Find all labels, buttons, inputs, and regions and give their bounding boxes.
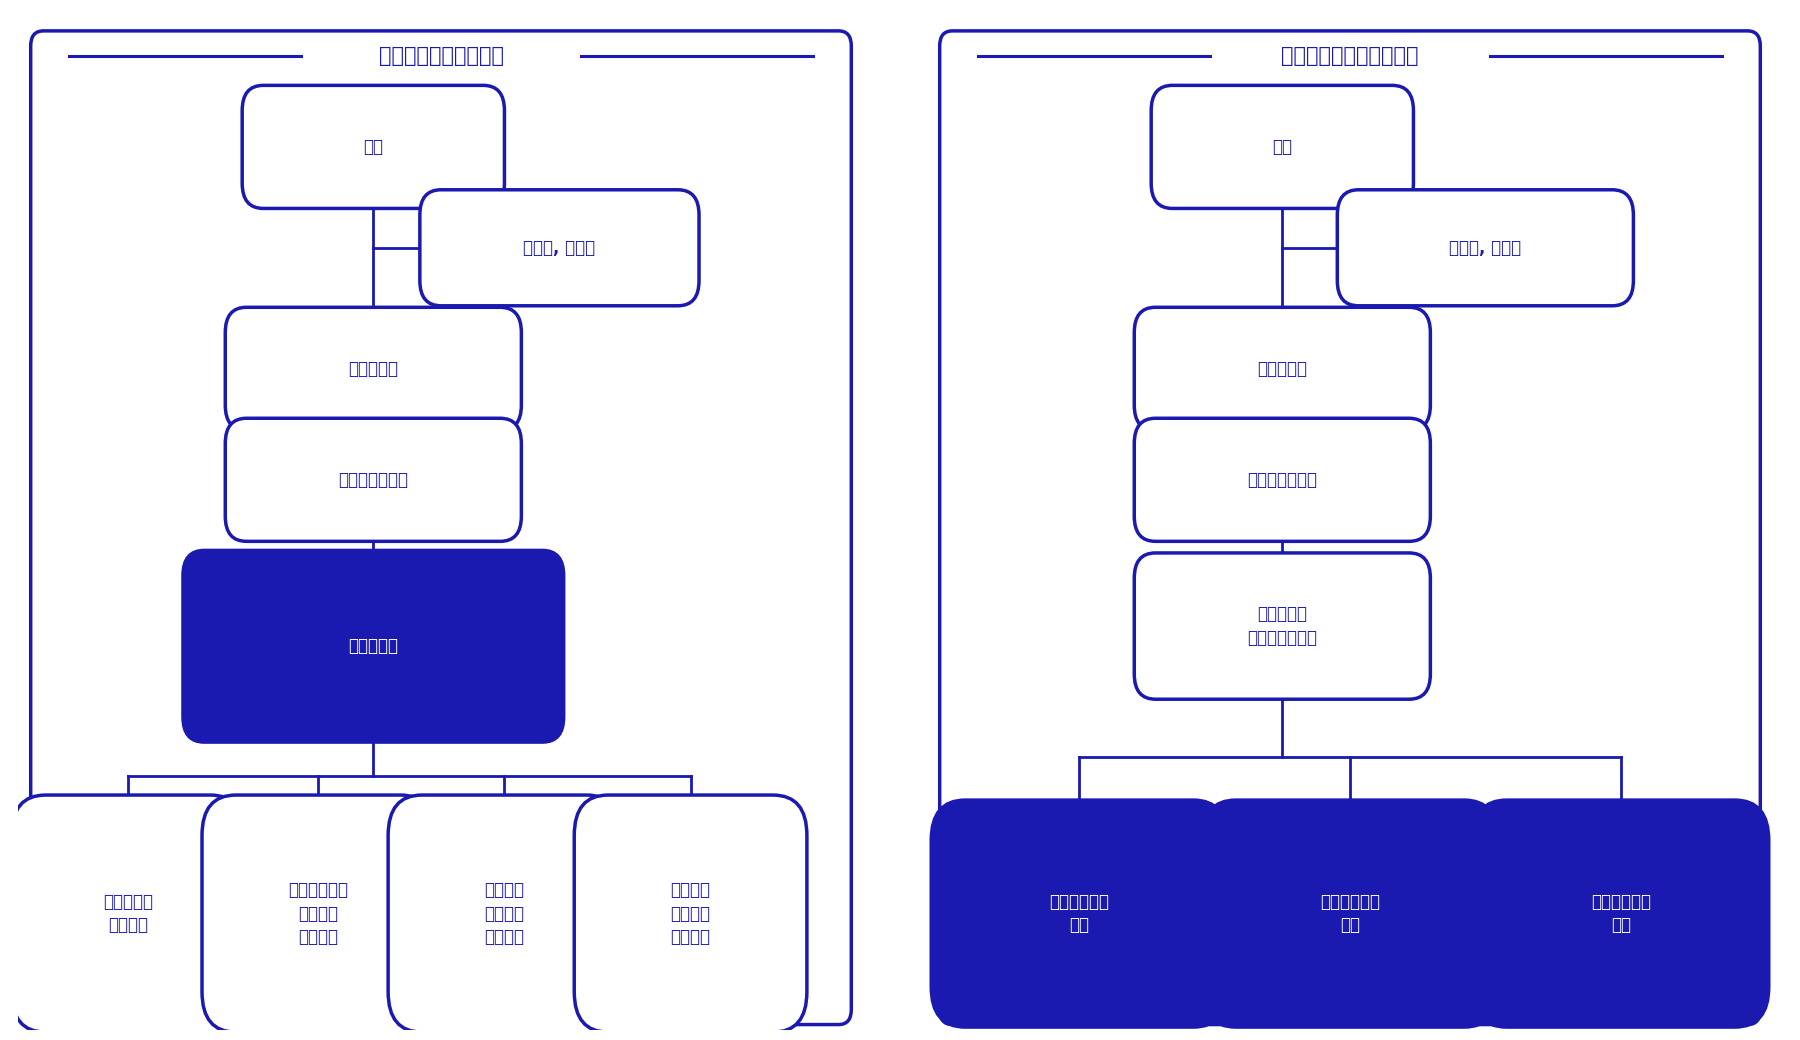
- Text: 経営企画室: 経営企画室: [349, 638, 398, 655]
- Text: 経営企画室の位置づけ: 経営企画室の位置づけ: [378, 46, 504, 67]
- FancyBboxPatch shape: [1134, 553, 1431, 699]
- Text: 戦略・組織
グループ統括官: 戦略・組織 グループ統括官: [1247, 605, 1318, 647]
- Text: デジタル社会
共通機能
グループ: デジタル社会 共通機能 グループ: [288, 881, 349, 946]
- FancyBboxPatch shape: [574, 795, 806, 1032]
- FancyBboxPatch shape: [1472, 800, 1769, 1028]
- Text: 個人情報保護
総括: 個人情報保護 総括: [1049, 892, 1109, 934]
- Text: 国民向け
サービス
グループ: 国民向け サービス グループ: [484, 881, 524, 946]
- FancyBboxPatch shape: [419, 189, 698, 306]
- FancyBboxPatch shape: [225, 418, 522, 542]
- Text: デジタル審議官: デジタル審議官: [338, 471, 409, 489]
- Text: 戦略・組織
グループ: 戦略・組織 グループ: [103, 892, 153, 934]
- Text: 省庁業務
サービス
グループ: 省庁業務 サービス グループ: [671, 881, 711, 946]
- FancyBboxPatch shape: [1337, 189, 1633, 306]
- FancyBboxPatch shape: [931, 800, 1228, 1028]
- FancyBboxPatch shape: [225, 307, 522, 431]
- FancyBboxPatch shape: [1202, 800, 1498, 1028]
- Text: インシデント
総括: インシデント 総括: [1319, 892, 1381, 934]
- FancyBboxPatch shape: [202, 795, 434, 1032]
- Text: セキュリティ
総括: セキュリティ 総括: [1591, 892, 1651, 934]
- Text: リスクマネジメント体制: リスクマネジメント体制: [1282, 46, 1418, 67]
- FancyBboxPatch shape: [243, 85, 504, 208]
- FancyBboxPatch shape: [940, 31, 1760, 1024]
- Text: デジタル監: デジタル監: [349, 360, 398, 378]
- FancyBboxPatch shape: [31, 31, 851, 1024]
- Text: 大臣: 大臣: [1273, 138, 1292, 156]
- Text: 大臣: 大臣: [364, 138, 383, 156]
- FancyBboxPatch shape: [1152, 85, 1413, 208]
- Text: 副大臣, 政務官: 副大臣, 政務官: [524, 239, 596, 257]
- Text: デジタル監: デジタル監: [1258, 360, 1307, 378]
- FancyBboxPatch shape: [1134, 418, 1431, 542]
- Text: デジタル審議官: デジタル審議官: [1247, 471, 1318, 489]
- FancyBboxPatch shape: [11, 795, 245, 1032]
- Text: 副大臣, 政務官: 副大臣, 政務官: [1449, 239, 1521, 257]
- FancyBboxPatch shape: [1134, 307, 1431, 431]
- FancyBboxPatch shape: [184, 550, 563, 743]
- FancyBboxPatch shape: [389, 795, 621, 1032]
